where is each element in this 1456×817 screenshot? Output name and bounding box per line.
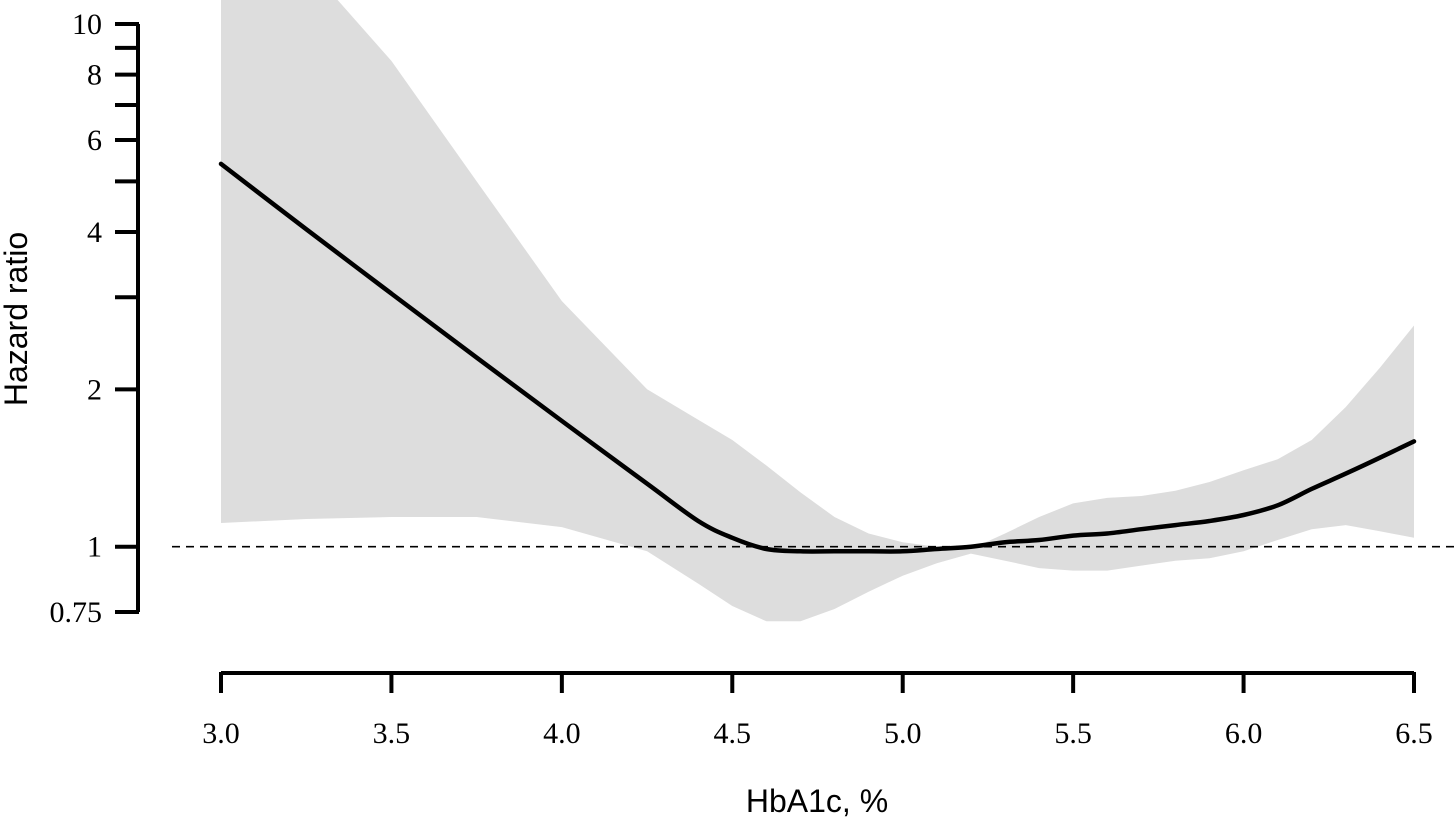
y-axis: 0.75 1 2 4 6 8 10 (50, 8, 140, 629)
y-tick-label: 2 (87, 373, 102, 406)
x-axis: 3.0 3.5 4.0 4.5 5.0 5.5 6.0 6.5 (202, 671, 1433, 750)
y-tick-label: 1 (87, 531, 102, 564)
x-tick-label: 6.0 (1225, 717, 1263, 750)
x-tick-label: 4.5 (714, 717, 752, 750)
x-tick-label: 3.5 (373, 717, 411, 750)
hazard-ratio-curve (218, 161, 1417, 554)
y-tick-label: 8 (87, 59, 102, 92)
x-tick-label: 4.0 (543, 717, 581, 750)
y-axis-title: Hazard ratio (0, 232, 34, 406)
y-tick-label: 6 (87, 124, 102, 157)
y-tick-label: 4 (87, 216, 102, 249)
x-tick-label: 3.0 (202, 717, 240, 750)
x-tick-label: 5.0 (884, 717, 922, 750)
x-tick-label: 6.5 (1395, 717, 1433, 750)
confidence-band-layer (221, 0, 1414, 622)
x-tick-label: 5.5 (1054, 717, 1092, 750)
confidence-band (221, 0, 1414, 622)
y-tick-label: 10 (72, 8, 102, 41)
y-tick-label: 0.75 (50, 596, 103, 629)
hazard-ratio-curve-layer (218, 161, 1417, 554)
x-axis-title: HbA1c, % (746, 783, 888, 817)
